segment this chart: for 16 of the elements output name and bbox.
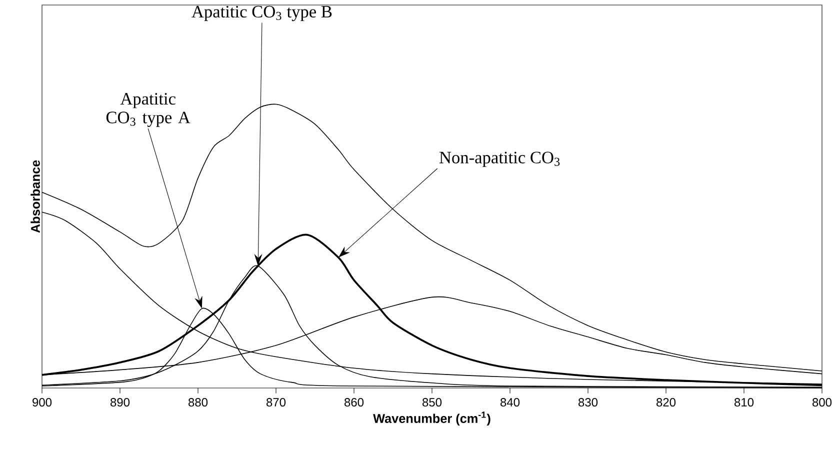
annotation: Non-apatitic CO$_{3}$ [439,152,560,167]
x-tick-label: 820 [656,398,676,407]
x-tick-label: 830 [578,398,598,407]
x-tick-label: 850 [422,398,442,407]
x-axis-title: Wavenumber (cm$^{-1}$) [373,412,490,426]
x-tick-label: 880 [188,398,208,407]
x-tick-label: 870 [266,398,286,407]
x-tick-label: 800 [812,398,832,407]
x-tick-label: 900 [32,398,52,407]
x-tick-label: 890 [110,398,130,407]
x-tick-label: 840 [500,398,520,407]
x-tick-label: 860 [344,398,364,407]
x-tick-label: 810 [734,398,754,407]
annotation: Apatitic CO$_{3}$ type B [192,6,332,22]
annotation: Apatitic CO$_{3}$ type A [106,93,190,127]
y-axis-title: Absorbance [30,160,40,233]
